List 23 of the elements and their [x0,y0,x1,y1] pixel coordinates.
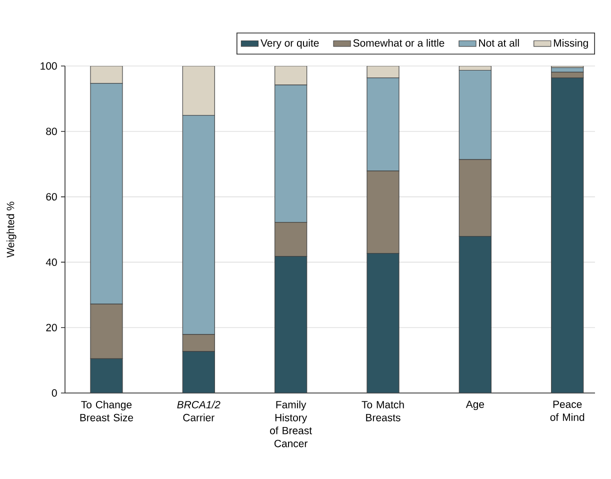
legend-label: Very or quite [260,39,319,49]
y-tick-label: 20 [46,324,57,332]
bar [366,253,400,393]
x-tick-label: BRCA1/2 Carrier [177,400,220,422]
x-tick-label: Peace of Mind [550,400,584,421]
legend-label: Somewhat or a little [353,39,444,47]
bar [182,351,215,393]
y-tick-label: 100 [40,62,57,70]
x-tick-label: To Change Breast Size [80,400,134,422]
y-axis-title: Weighted % [6,202,16,258]
y-tick-label: 80 [46,128,57,136]
x-tick-label: Family History of Breast Cancer [270,400,312,448]
x-tick-label: To Match Breasts [362,400,404,422]
bar [458,236,492,393]
legend-label: Not at all [479,39,519,47]
y-tick-label: 0 [52,389,57,397]
y-tick-label: 40 [46,258,57,266]
legend-label: Missing [554,39,588,49]
y-tick-label: 60 [46,193,57,201]
x-tick-label: Age [466,400,484,410]
bar [274,256,308,393]
bar [551,77,584,393]
bar [90,358,123,393]
